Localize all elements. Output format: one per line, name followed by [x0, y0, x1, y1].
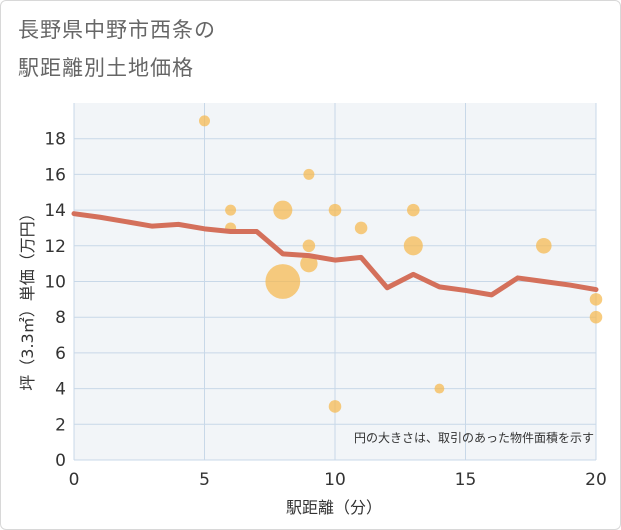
y-tick-label-2: 4	[55, 380, 66, 400]
x-axis-ticks: 0 5 10 15 20	[69, 470, 607, 490]
y-tick-label-0: 0	[55, 451, 66, 471]
bubble-6	[302, 239, 316, 253]
trend-line	[71, 211, 599, 298]
bubble-16	[589, 310, 603, 324]
bubble-series	[199, 115, 603, 413]
y-tick-label-8: 16	[44, 165, 66, 185]
y-tick-label-3: 6	[55, 344, 66, 364]
x-tick-label-0: 0	[69, 470, 80, 490]
bubble-13	[434, 383, 445, 394]
x-tick-label-3: 15	[455, 470, 477, 490]
bubble-4	[265, 264, 301, 299]
y-tick-label-5: 10	[44, 273, 66, 293]
bubble-12	[403, 236, 423, 256]
bubble-5	[303, 168, 315, 180]
x-tick-label-4: 20	[585, 470, 607, 490]
bubble-8	[328, 203, 342, 217]
y-axis-ticks: 0 2 4 6 8 10 12 14 16 18	[44, 130, 66, 471]
x-tick-label-1: 5	[199, 470, 210, 490]
bubble-1	[225, 204, 237, 216]
bubble-3	[273, 200, 293, 220]
chart-title-line-2: 駅距離別土地価格	[18, 56, 194, 80]
bubble-0	[199, 115, 210, 127]
y-tick-label-9: 18	[44, 130, 66, 150]
x-tick-label-2: 10	[324, 470, 346, 490]
x-axis-label: 駅距離（分）	[286, 498, 382, 517]
chart-title-line-1: 長野県中野市西条の	[18, 18, 216, 42]
bubble-size-note: 円の大きさは、取引のあった物件面積を示す	[354, 430, 594, 445]
bubble-15	[589, 293, 603, 306]
bubble-9	[328, 400, 342, 413]
y-axis-label: 坪（3.3㎡）単価（万円）	[18, 205, 37, 390]
bubble-7	[300, 254, 318, 273]
y-tick-label-6: 12	[44, 237, 66, 257]
bubble-10	[354, 221, 368, 235]
y-tick-label-7: 14	[44, 201, 66, 221]
bubble-11	[407, 203, 420, 217]
gridlines	[73, 103, 597, 461]
y-tick-label-1: 2	[55, 415, 66, 435]
y-tick-label-4: 8	[55, 308, 66, 328]
bubble-14	[536, 238, 552, 254]
